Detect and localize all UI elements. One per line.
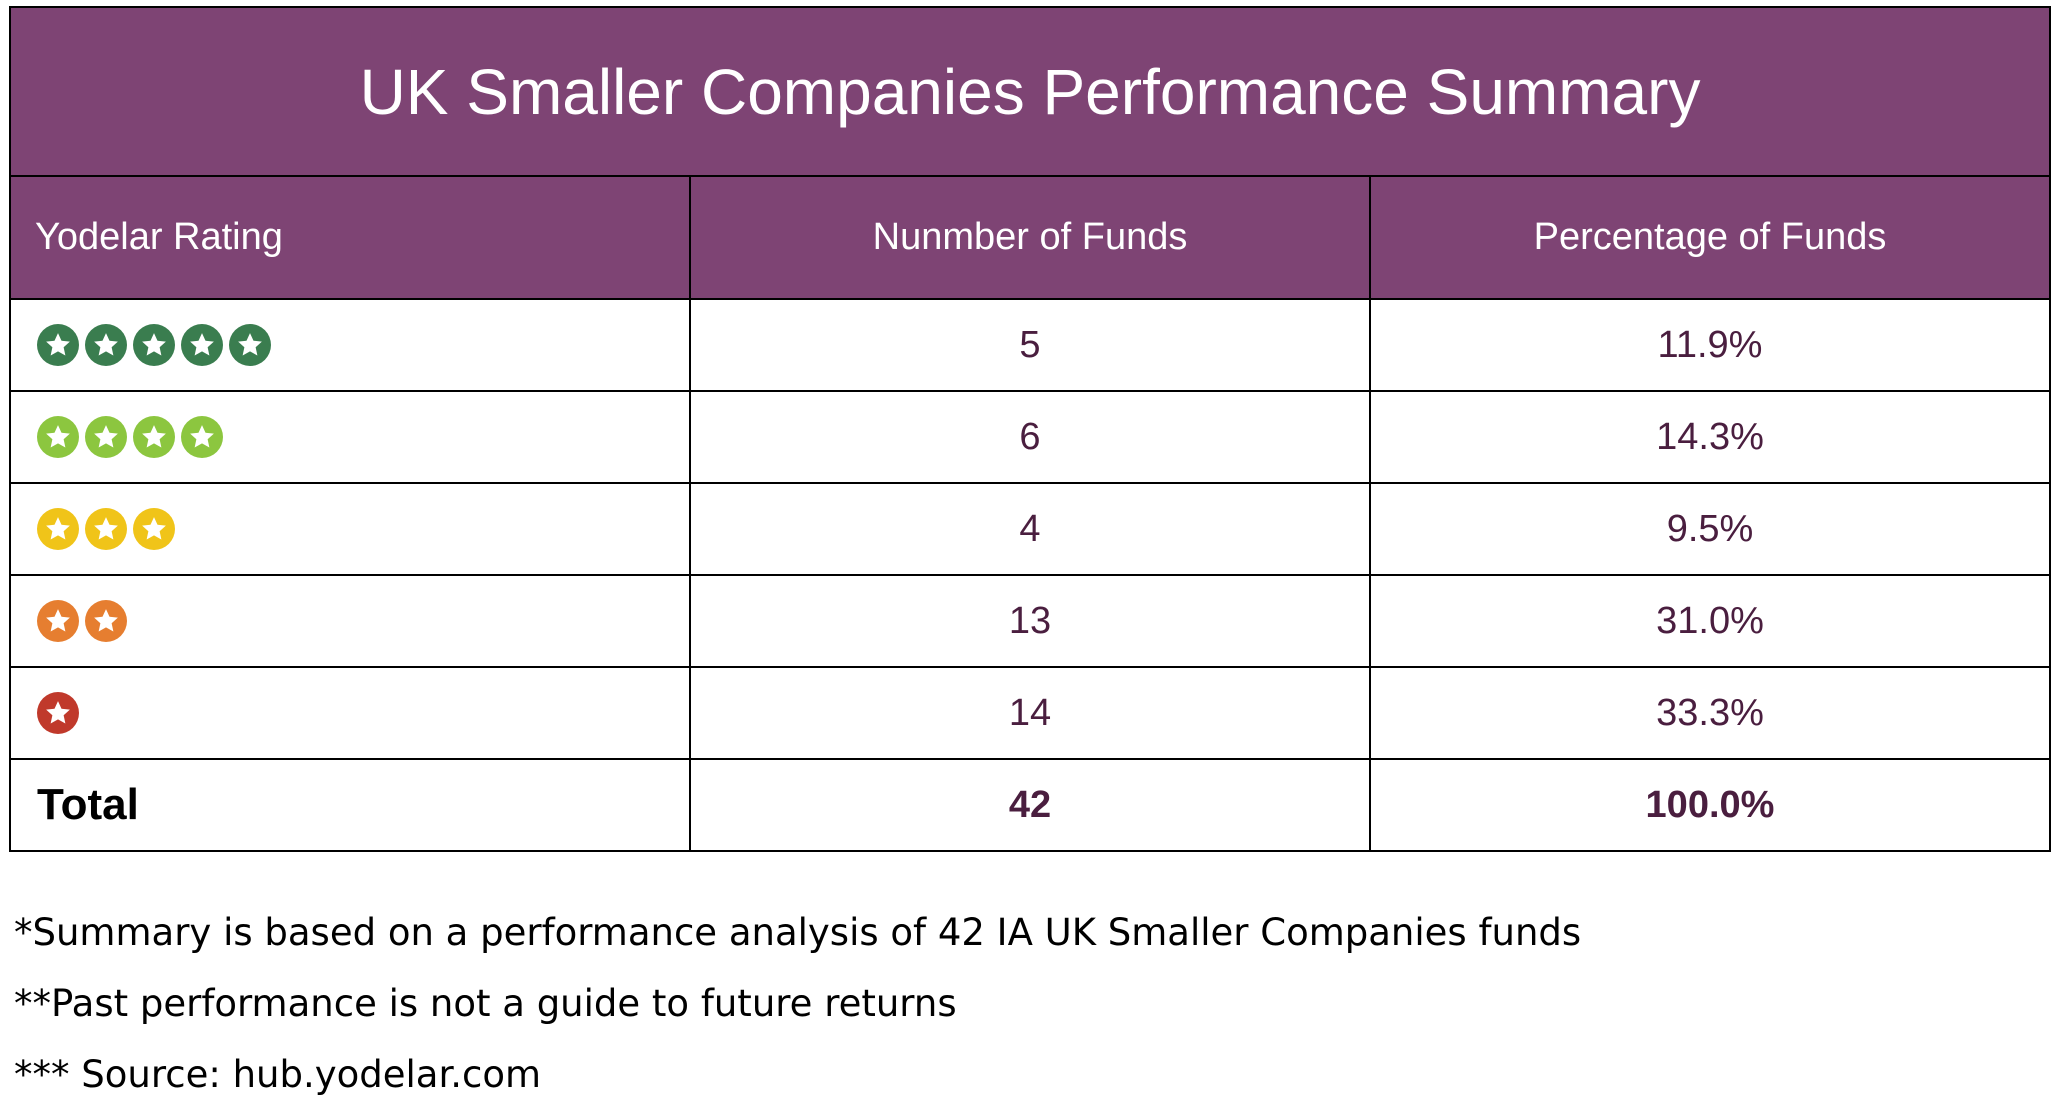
star-rating xyxy=(37,508,689,550)
star-icon xyxy=(133,508,175,550)
fund-percentage: 33.3% xyxy=(1369,666,2051,760)
star-icon xyxy=(229,324,271,366)
footnotes: *Summary is based on a performance analy… xyxy=(14,905,1581,1118)
total-label: Total xyxy=(9,758,691,852)
table-title: UK Smaller Companies Performance Summary xyxy=(9,6,2051,177)
star-icon xyxy=(37,508,79,550)
star-icon xyxy=(181,416,223,458)
header-percentage-of-funds: Percentage of Funds xyxy=(1369,175,2051,300)
star-icon xyxy=(37,416,79,458)
star-rating xyxy=(37,416,689,458)
header-row: Yodelar Rating Nunmber of Funds Percenta… xyxy=(9,175,2051,300)
title-row: UK Smaller Companies Performance Summary xyxy=(9,6,2051,177)
total-count: 42 xyxy=(689,758,1371,852)
fund-count: 4 xyxy=(689,482,1371,576)
star-icon xyxy=(133,416,175,458)
rating-cell xyxy=(9,390,691,484)
star-icon xyxy=(85,324,127,366)
star-icon xyxy=(181,324,223,366)
star-rating xyxy=(37,324,689,366)
header-rating: Yodelar Rating xyxy=(9,175,691,300)
footnote-past-performance: **Past performance is not a guide to fut… xyxy=(14,982,957,1025)
total-row: Total 42 100.0% xyxy=(9,758,2051,852)
star-icon xyxy=(37,600,79,642)
fund-count: 6 xyxy=(689,390,1371,484)
fund-percentage: 14.3% xyxy=(1369,390,2051,484)
footnote-source: *** Source: hub.yodelar.com xyxy=(14,1053,542,1096)
star-icon xyxy=(85,508,127,550)
fund-percentage: 9.5% xyxy=(1369,482,2051,576)
star-icon xyxy=(37,324,79,366)
star-icon xyxy=(85,416,127,458)
fund-percentage: 31.0% xyxy=(1369,574,2051,668)
rating-cell xyxy=(9,298,691,392)
table-row: 6 14.3% xyxy=(9,390,2051,484)
table-row: 14 33.3% xyxy=(9,666,2051,760)
star-rating xyxy=(37,600,689,642)
rating-cell xyxy=(9,574,691,668)
fund-count: 5 xyxy=(689,298,1371,392)
table-row: 4 9.5% xyxy=(9,482,2051,576)
star-icon xyxy=(37,692,79,734)
star-rating xyxy=(37,692,689,734)
rating-cell xyxy=(9,666,691,760)
performance-summary-table: UK Smaller Companies Performance Summary… xyxy=(9,6,2051,852)
star-icon xyxy=(85,600,127,642)
fund-count: 13 xyxy=(689,574,1371,668)
table-row: 5 11.9% xyxy=(9,298,2051,392)
fund-percentage: 11.9% xyxy=(1369,298,2051,392)
fund-count: 14 xyxy=(689,666,1371,760)
header-number-of-funds: Nunmber of Funds xyxy=(689,175,1371,300)
rating-cell xyxy=(9,482,691,576)
total-percentage: 100.0% xyxy=(1369,758,2051,852)
star-icon xyxy=(133,324,175,366)
table-row: 13 31.0% xyxy=(9,574,2051,668)
footnote-summary-basis: *Summary is based on a performance analy… xyxy=(14,911,1582,954)
